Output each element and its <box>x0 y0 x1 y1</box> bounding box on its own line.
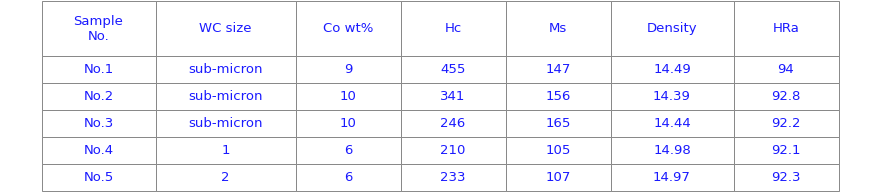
Text: sub-micron: sub-micron <box>188 63 263 76</box>
Text: No.2: No.2 <box>84 90 114 103</box>
Text: Density: Density <box>647 22 697 35</box>
Bar <box>505 56 611 83</box>
Text: 105: 105 <box>546 144 571 157</box>
Text: 10: 10 <box>340 90 356 103</box>
Bar <box>734 164 839 191</box>
Text: HRa: HRa <box>773 22 799 35</box>
Text: sub-micron: sub-micron <box>188 117 263 130</box>
Bar <box>611 1 734 56</box>
Bar <box>505 137 611 164</box>
Bar <box>41 137 156 164</box>
Text: No.3: No.3 <box>84 117 114 130</box>
Bar <box>734 137 839 164</box>
Text: 92.2: 92.2 <box>771 117 801 130</box>
Bar <box>400 83 505 110</box>
Text: No.1: No.1 <box>84 63 114 76</box>
Text: 92.3: 92.3 <box>771 171 801 184</box>
Bar <box>156 56 296 83</box>
Bar <box>156 1 296 56</box>
Bar <box>505 110 611 137</box>
Bar <box>734 110 839 137</box>
Bar <box>296 137 400 164</box>
Text: 92.8: 92.8 <box>771 90 801 103</box>
Bar <box>400 164 505 191</box>
Bar <box>611 83 734 110</box>
Text: 6: 6 <box>344 144 352 157</box>
Bar <box>505 1 611 56</box>
Bar <box>41 83 156 110</box>
Text: 156: 156 <box>546 90 571 103</box>
Text: No.4: No.4 <box>84 144 114 157</box>
Text: 92.1: 92.1 <box>771 144 801 157</box>
Text: 233: 233 <box>440 171 466 184</box>
Text: 14.97: 14.97 <box>653 171 691 184</box>
Bar <box>734 1 839 56</box>
Text: 1: 1 <box>221 144 230 157</box>
Bar <box>734 56 839 83</box>
Bar <box>611 137 734 164</box>
Bar <box>156 164 296 191</box>
Bar <box>156 110 296 137</box>
Bar <box>41 1 156 56</box>
Text: Hc: Hc <box>444 22 462 35</box>
Bar <box>611 110 734 137</box>
Bar <box>296 164 400 191</box>
Bar <box>400 110 505 137</box>
Bar <box>156 137 296 164</box>
Bar <box>400 1 505 56</box>
Text: sub-micron: sub-micron <box>188 90 263 103</box>
Bar <box>296 110 400 137</box>
Bar <box>400 137 505 164</box>
Bar <box>505 83 611 110</box>
Text: Sample
No.: Sample No. <box>74 15 123 42</box>
Text: No.5: No.5 <box>84 171 114 184</box>
Text: Ms: Ms <box>549 22 567 35</box>
Text: 10: 10 <box>340 117 356 130</box>
Text: 455: 455 <box>440 63 466 76</box>
Text: 6: 6 <box>344 171 352 184</box>
Text: 14.39: 14.39 <box>653 90 691 103</box>
Text: 246: 246 <box>440 117 466 130</box>
Text: 2: 2 <box>221 171 230 184</box>
Text: 165: 165 <box>546 117 571 130</box>
Text: 210: 210 <box>440 144 466 157</box>
Bar <box>41 56 156 83</box>
Bar <box>156 83 296 110</box>
Text: 9: 9 <box>344 63 352 76</box>
Bar <box>505 164 611 191</box>
Text: Co wt%: Co wt% <box>323 22 373 35</box>
Text: 14.49: 14.49 <box>653 63 691 76</box>
Bar <box>41 164 156 191</box>
Text: 14.98: 14.98 <box>653 144 691 157</box>
Bar <box>296 1 400 56</box>
Text: 14.44: 14.44 <box>653 117 691 130</box>
Bar <box>611 56 734 83</box>
Text: WC size: WC size <box>199 22 252 35</box>
Text: 147: 147 <box>546 63 571 76</box>
Bar <box>296 56 400 83</box>
Bar <box>734 83 839 110</box>
Bar <box>41 110 156 137</box>
Bar <box>400 56 505 83</box>
Text: 341: 341 <box>440 90 466 103</box>
Bar <box>611 164 734 191</box>
Text: 107: 107 <box>546 171 571 184</box>
Bar <box>296 83 400 110</box>
Text: 94: 94 <box>778 63 795 76</box>
